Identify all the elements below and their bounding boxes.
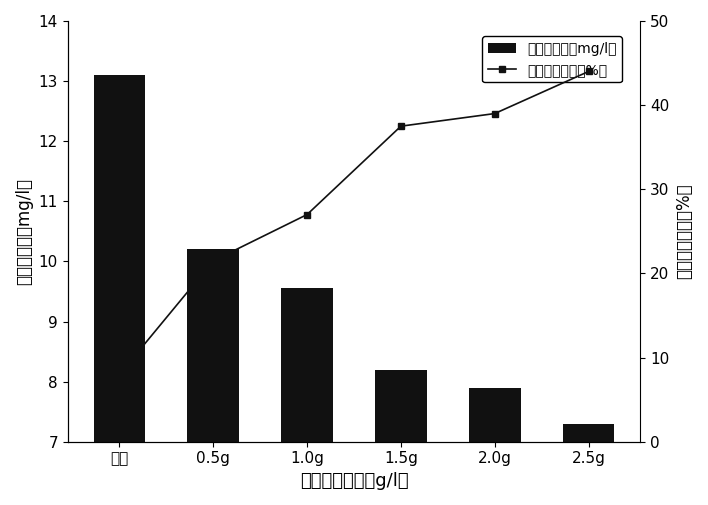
Y-axis label: 硝态氮去除率（%）: 硝态氮去除率（%）	[675, 183, 693, 279]
Bar	[375, 370, 427, 505]
Bar	[563, 424, 615, 505]
Bar	[281, 288, 333, 505]
X-axis label: 复合材料用量（g/l）: 复合材料用量（g/l）	[299, 472, 409, 490]
Legend: 硝态氮浓度（mg/l）, 硝态氮去除率（%）: 硝态氮浓度（mg/l）, 硝态氮去除率（%）	[482, 36, 622, 82]
Y-axis label: 硝态氮浓度（mg/l）: 硝态氮浓度（mg/l）	[15, 178, 33, 285]
Bar	[469, 388, 520, 505]
Bar	[188, 249, 239, 505]
Bar	[93, 75, 145, 505]
